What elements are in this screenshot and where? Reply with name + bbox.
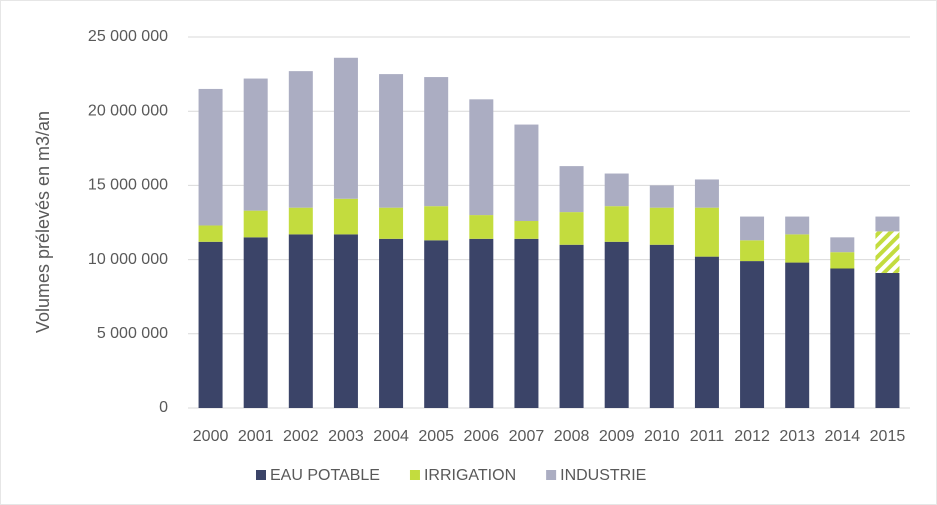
bar-segment <box>469 238 494 408</box>
x-tick-label: 2010 <box>644 428 680 445</box>
bar-segment <box>694 179 719 208</box>
x-tick-label: 2005 <box>418 428 454 445</box>
bar-segment <box>830 237 855 253</box>
x-tick-label: 2012 <box>734 428 770 445</box>
bar-segment <box>694 256 719 408</box>
bar-segment <box>875 231 900 273</box>
bar-segment <box>379 74 404 208</box>
y-axis-label: Volumes prélevés en m3/an <box>33 111 53 333</box>
bar-segment <box>243 210 268 238</box>
bar-segment <box>649 244 674 408</box>
bar-segment <box>559 244 584 408</box>
legend-label: INDUSTRIE <box>560 467 646 484</box>
y-tick-label: 15 000 000 <box>88 177 168 194</box>
bar-segment <box>514 124 539 222</box>
bar-segment <box>514 221 539 239</box>
x-tick-label: 2004 <box>373 428 409 445</box>
x-tick-label: 2008 <box>554 428 590 445</box>
bar-segment <box>424 240 449 408</box>
bar-segment <box>198 241 223 408</box>
bar-segment <box>424 77 449 207</box>
bar-segment <box>649 207 674 245</box>
legend-label: IRRIGATION <box>424 467 516 484</box>
legend-swatch <box>546 470 557 480</box>
bar-segment <box>333 57 358 199</box>
bar-segment <box>333 198 358 235</box>
bar-segment <box>785 216 810 235</box>
x-tick-label: 2003 <box>328 428 364 445</box>
bar-segment <box>559 212 584 245</box>
y-tick-label: 0 <box>159 399 168 416</box>
bar-segment <box>469 99 494 216</box>
legend-swatch <box>256 470 266 480</box>
bar-segment <box>604 206 629 242</box>
bar-segment <box>875 216 900 232</box>
y-tick-label: 25 000 000 <box>88 28 168 45</box>
x-tick-label: 2001 <box>238 428 274 445</box>
bar-segment <box>830 268 855 408</box>
bar-segment <box>830 252 855 269</box>
bar-segment <box>559 166 584 213</box>
legend-label: EAU POTABLE <box>270 467 380 484</box>
x-tick-label: 2002 <box>283 428 319 445</box>
bar-segment <box>424 206 449 241</box>
x-tick-label: 2006 <box>464 428 500 445</box>
bar-segment <box>379 207 404 239</box>
bar-segment <box>694 207 719 257</box>
y-tick-label: 20 000 000 <box>88 102 168 119</box>
bar-segment <box>379 238 404 408</box>
x-tick-label: 2000 <box>193 428 229 445</box>
x-tick-label: 2011 <box>690 428 725 445</box>
y-tick-label: 5 000 000 <box>97 325 168 342</box>
bar-segment <box>740 240 765 262</box>
bar-segment <box>198 225 223 242</box>
legend-swatch <box>409 470 420 480</box>
bar-segment <box>649 185 674 208</box>
y-tick-label: 10 000 000 <box>88 251 168 268</box>
bar-segment <box>243 78 268 211</box>
bar-segment <box>198 88 223 226</box>
x-tick-label: 2014 <box>825 428 861 445</box>
bar-segment <box>785 262 810 408</box>
bar-segment <box>740 261 765 408</box>
bar-segment <box>288 71 313 208</box>
x-tick-label: 2009 <box>599 428 635 445</box>
bar-segment <box>243 237 268 408</box>
bar-segment <box>469 215 494 239</box>
bar-segment <box>740 216 765 241</box>
bar-segment <box>514 238 539 408</box>
bar-segment <box>604 173 629 207</box>
x-tick-label: 2013 <box>779 428 815 445</box>
bar-segment <box>288 207 313 235</box>
x-tick-label: 2015 <box>870 428 906 445</box>
bar-segment <box>875 272 900 408</box>
bar-segment <box>785 234 810 263</box>
bar-segment <box>288 234 313 408</box>
bar-segment <box>333 234 358 408</box>
bar-segment <box>604 241 629 408</box>
x-tick-label: 2007 <box>509 428 545 445</box>
